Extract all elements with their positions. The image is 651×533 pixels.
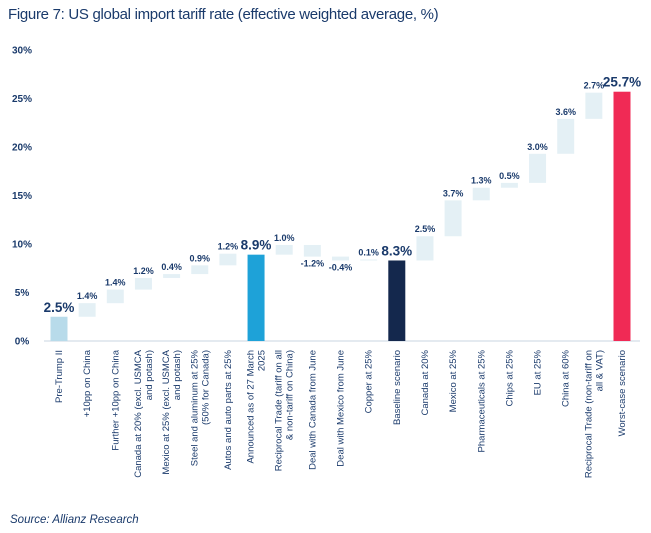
category-label-9: Deal with Canada from June bbox=[307, 350, 318, 470]
data-label-17: 3.0% bbox=[527, 142, 548, 152]
y-axis: 0% 5% 10% 15% 20% 25% 30% bbox=[12, 46, 32, 348]
category-label-6: Autos and auto parts at 25% bbox=[223, 349, 234, 469]
y-tick-label: 15% bbox=[12, 191, 32, 202]
data-label-9: -1.2% bbox=[301, 259, 325, 269]
chart-source: Source: Allianz Research bbox=[10, 514, 139, 526]
y-tick-label: 30% bbox=[12, 46, 32, 57]
category-label-0: Pre-Trump II bbox=[54, 350, 65, 403]
data-label-15: 1.3% bbox=[471, 176, 492, 186]
bar-0 bbox=[50, 316, 68, 341]
bar-17 bbox=[529, 153, 547, 183]
y-tick-label: 0% bbox=[15, 337, 30, 348]
bar-16 bbox=[500, 182, 518, 188]
data-label-16: 0.5% bbox=[499, 171, 520, 181]
bar-5 bbox=[191, 265, 209, 275]
category-label-18: China at 60% bbox=[561, 349, 572, 407]
category-label-11: Copper at 25% bbox=[364, 349, 375, 413]
category-label-16: Chips at 25% bbox=[504, 349, 515, 406]
y-tick-label: 20% bbox=[12, 143, 32, 154]
data-label-4: 0.4% bbox=[161, 262, 182, 272]
category-labels: Pre-Trump II +10pp on China Further +10pp … bbox=[54, 349, 628, 478]
data-label-20: 25.7% bbox=[603, 75, 641, 90]
bar-10 bbox=[332, 256, 349, 261]
bar-9 bbox=[303, 244, 321, 257]
bar-1 bbox=[78, 303, 96, 317]
chart-title: Figure 7: US global import tariff rate (… bbox=[8, 6, 439, 23]
data-label-7: 8.9% bbox=[241, 238, 272, 253]
bar-20 bbox=[613, 91, 631, 342]
category-label-15: Pharmaceuticals at 25% bbox=[476, 349, 487, 452]
data-label-5: 0.9% bbox=[189, 253, 210, 263]
category-label-14: Mexico at 25% bbox=[448, 349, 459, 412]
category-label-7: Announced as of 27 March2025 bbox=[246, 350, 268, 464]
data-label-12: 8.3% bbox=[381, 243, 412, 258]
data-label-2: 1.4% bbox=[105, 278, 126, 288]
y-tick-label: 25% bbox=[12, 94, 32, 105]
bar-3 bbox=[134, 277, 152, 290]
bar-15 bbox=[472, 187, 490, 201]
category-label-17: EU at 25% bbox=[533, 349, 544, 395]
data-label-19: 2.7% bbox=[584, 81, 605, 91]
category-label-4: Mexico at 25% (excl. USMCAand potash) bbox=[161, 349, 183, 474]
data-label-10: -0.4% bbox=[329, 262, 353, 272]
category-label-19: Reciprocal Trade (non-tariff onall & VAT… bbox=[583, 350, 605, 478]
bar-18 bbox=[557, 118, 575, 154]
data-label-11: 0.1% bbox=[358, 248, 379, 258]
data-label-0: 2.5% bbox=[44, 300, 75, 315]
data-label-8: 1.0% bbox=[274, 233, 295, 243]
bar-7 bbox=[247, 254, 265, 341]
category-label-10: Deal with Mexico from June bbox=[336, 350, 347, 467]
bar-8 bbox=[275, 244, 293, 255]
category-label-8: Reciprocal Trade (tariff on all& non-tar… bbox=[274, 350, 296, 471]
data-label-3: 1.2% bbox=[133, 266, 154, 276]
y-tick-label: 5% bbox=[15, 288, 30, 299]
category-label-20: Worst-case scenario bbox=[617, 350, 628, 436]
data-label-6: 1.2% bbox=[218, 242, 239, 252]
data-label-14: 3.7% bbox=[443, 188, 464, 198]
bar-4 bbox=[163, 274, 181, 278]
category-label-3: Canada at 20% (excl. USMCAand potash) bbox=[133, 349, 155, 477]
bars bbox=[50, 91, 631, 342]
data-label-13: 2.5% bbox=[415, 224, 436, 234]
data-label-18: 3.6% bbox=[555, 107, 576, 117]
bar-11 bbox=[360, 259, 378, 261]
bar-2 bbox=[106, 289, 124, 304]
bar-19 bbox=[585, 92, 603, 119]
data-labels: 2.5%1.4%1.4%1.2% 0.4%0.9%1.2% 8.9% 1.0%-1.2… bbox=[44, 75, 642, 315]
bar-12 bbox=[388, 260, 406, 341]
bar-13 bbox=[416, 236, 434, 261]
category-label-1: +10pp on China bbox=[82, 349, 93, 417]
category-label-5: Steel and aluminum at 25%(50% for Canada… bbox=[189, 349, 211, 466]
category-label-2: Further +10pp on China bbox=[110, 349, 121, 450]
category-label-13: Canada at 20% bbox=[420, 349, 431, 415]
y-tick-label: 10% bbox=[12, 240, 32, 251]
category-label-12: Baseline scenario bbox=[392, 350, 403, 425]
data-label-1: 1.4% bbox=[77, 291, 98, 301]
bar-6 bbox=[219, 253, 237, 266]
bar-14 bbox=[444, 200, 462, 237]
